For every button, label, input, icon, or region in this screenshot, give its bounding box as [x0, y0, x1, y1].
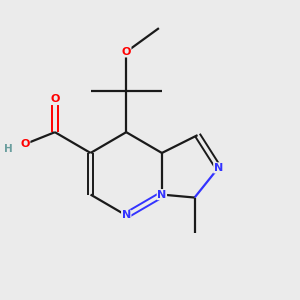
Text: O: O	[20, 139, 30, 149]
Text: O: O	[50, 94, 60, 104]
Text: O: O	[122, 47, 131, 57]
Text: N: N	[214, 163, 223, 173]
Text: H: H	[4, 143, 13, 154]
Text: N: N	[157, 190, 167, 200]
Text: N: N	[122, 210, 131, 220]
